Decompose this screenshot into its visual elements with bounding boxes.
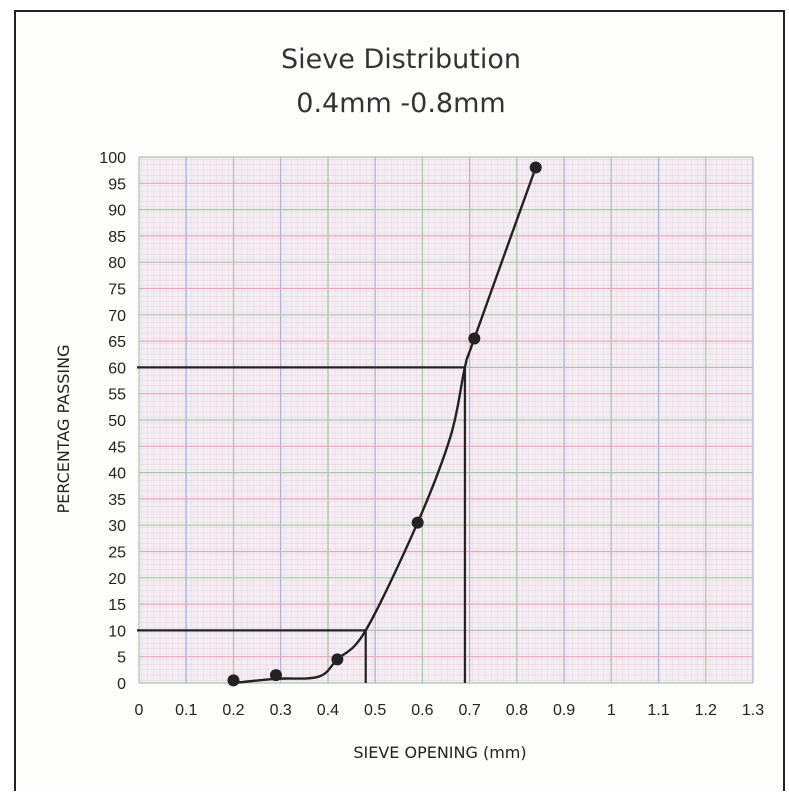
y-tick-label: 10 [108, 623, 126, 640]
x-tick-label: 0 [135, 702, 144, 719]
x-tick-label: 0.1 [175, 702, 197, 719]
chart-subtitle: 0.4mm -0.8mm [296, 88, 505, 119]
data-point [468, 332, 481, 345]
x-tick-label: 1.1 [647, 702, 669, 719]
y-tick-label: 50 [108, 413, 126, 430]
y-tick-label: 35 [108, 492, 126, 509]
data-point [331, 653, 344, 666]
x-tick-label: 1.3 [742, 702, 764, 719]
y-tick-label: 25 [108, 545, 126, 562]
y-axis-label: PERCENTAG PASSING [54, 345, 73, 514]
grid-lines [138, 156, 754, 684]
y-tick-label: 40 [108, 466, 126, 483]
x-tick-label: 1.2 [695, 702, 717, 719]
data-point [227, 674, 240, 687]
x-tick-label: 0.7 [458, 702, 480, 719]
y-tick-label: 15 [108, 597, 126, 614]
x-tick-label: 0.3 [270, 702, 292, 719]
x-tick-label: 0.2 [222, 702, 244, 719]
y-tick-label: 0 [117, 676, 126, 693]
y-tick-labels: 0 5 10 15 20 25 30 35 40 45 50 55 60 65 70 75 80 85 90 95 10… [99, 150, 126, 693]
y-tick-label: 75 [108, 282, 126, 299]
y-tick-label: 100 [99, 150, 126, 167]
x-tick-label: 0.4 [317, 702, 339, 719]
y-tick-label: 60 [108, 360, 126, 377]
y-tick-label: 45 [108, 439, 126, 456]
x-tick-label: 0.6 [411, 702, 433, 719]
data-point [269, 669, 282, 682]
y-tick-label: 5 [117, 650, 126, 667]
data-point [529, 161, 542, 174]
y-tick-label: 65 [108, 334, 126, 351]
x-tick-label: 1 [607, 702, 616, 719]
sieve-distribution-chart: Sieve Distribution 0.4mm -0.8mm 05101520… [54, 44, 765, 762]
x-axis-label: SIEVE OPENING (mm) [353, 743, 526, 762]
y-tick-label: 20 [108, 571, 126, 588]
chart-frame: Sieve Distribution 0.4mm -0.8mm 0 5 10 15 20… [14, 10, 785, 791]
y-tick-label: 90 [108, 203, 126, 220]
x-tick-label: 0.5 [364, 702, 386, 719]
y-tick-label: 55 [108, 387, 126, 404]
y-tick-label: 70 [108, 308, 126, 325]
chart-title: Sieve Distribution [281, 44, 521, 75]
x-tick-label: 0.9 [553, 702, 575, 719]
y-tick-label: 95 [108, 176, 126, 193]
y-tick-label: 30 [108, 518, 126, 535]
x-tick-label: 0.8 [506, 702, 528, 719]
data-points [227, 161, 542, 687]
y-tick-label: 80 [108, 255, 126, 272]
x-tick-labels: 0 0.1 0.2 0.3 0.4 0.5 0.6 0.7 0.8 0.9 1 1.1 1.2 1.3 [135, 702, 765, 719]
reference-lines [137, 366, 466, 683]
y-tick-label: 85 [108, 229, 126, 246]
data-point [411, 516, 424, 529]
